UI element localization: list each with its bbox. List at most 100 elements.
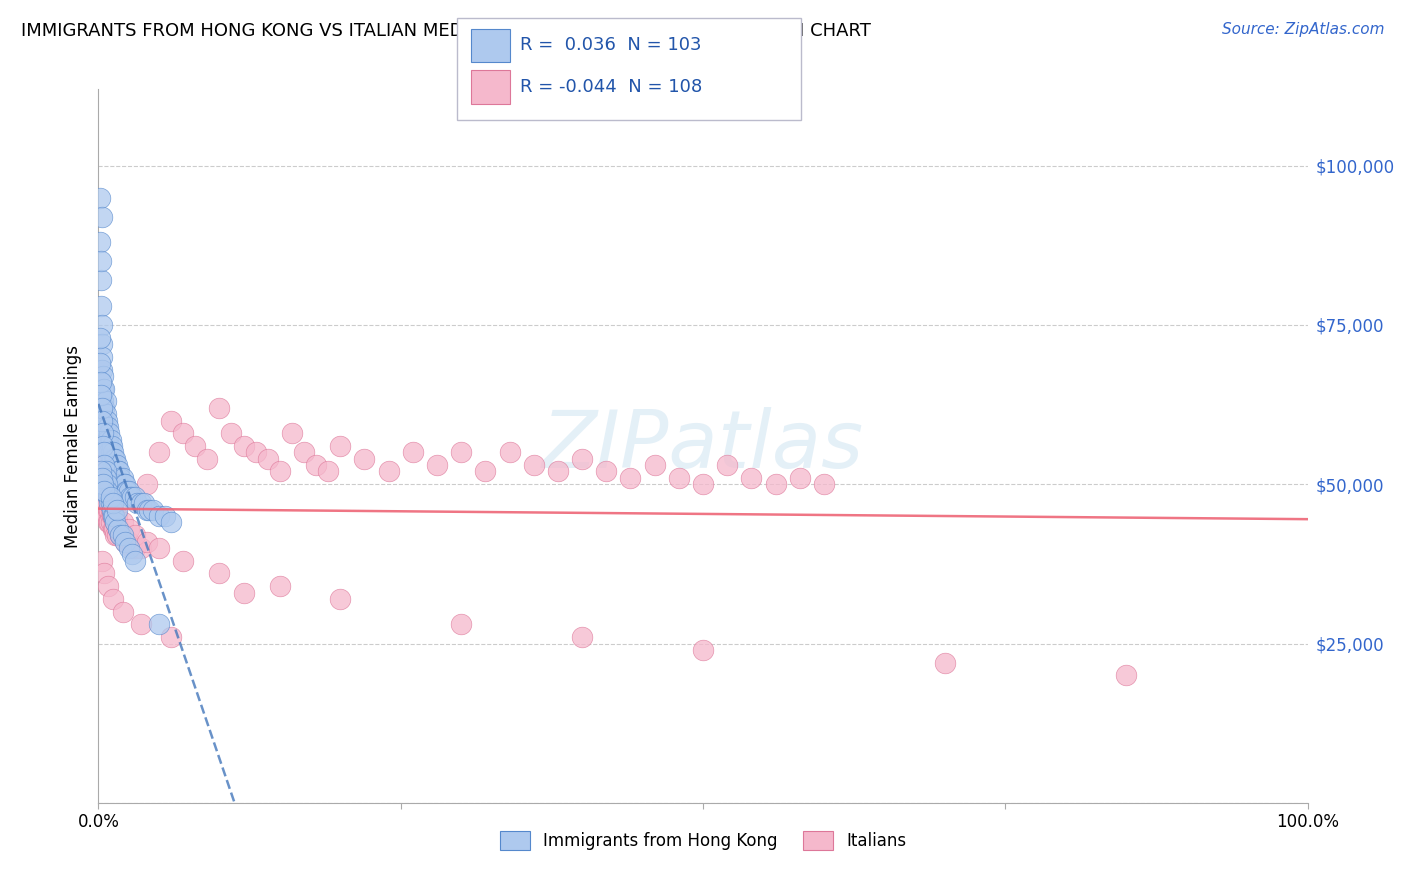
Point [523,458,546,472]
Point [148,445,170,459]
Point [160,413,183,427]
Point [232,439,254,453]
Point [765,477,787,491]
Point [292,445,315,459]
Point [118,541,141,555]
Point [96,483,118,498]
Point [96,477,118,491]
Point [98,426,121,441]
Point [112,477,135,491]
Point [94,496,117,510]
Point [91,477,114,491]
Point [94,465,117,479]
Point [89,331,111,345]
Point [90,254,112,268]
Point [160,630,183,644]
Point [90,465,112,479]
Y-axis label: Median Female Earnings: Median Female Earnings [65,344,83,548]
Point [426,458,449,472]
Point [108,528,131,542]
Point [91,445,114,459]
Point [94,420,117,434]
Point [135,477,157,491]
Point [716,458,738,472]
Point [142,502,165,516]
Point [107,465,129,479]
Point [740,471,762,485]
Point [450,445,472,459]
Point [91,368,114,383]
Point [104,516,127,530]
Point [97,490,120,504]
Point [208,401,231,415]
Point [108,465,131,479]
Point [98,516,121,530]
Text: Source: ZipAtlas.com: Source: ZipAtlas.com [1222,22,1385,37]
Point [105,528,128,542]
Point [474,465,496,479]
Point [89,235,111,249]
Text: R = -0.044  N = 108: R = -0.044 N = 108 [520,78,703,96]
Point [97,420,120,434]
Point [110,477,132,491]
Point [184,439,207,453]
Point [101,509,124,524]
Point [96,509,118,524]
Point [91,318,114,332]
Point [104,516,127,530]
Point [100,445,122,459]
Point [93,483,115,498]
Point [91,483,114,498]
Point [90,388,112,402]
Point [89,356,111,370]
Point [245,445,267,459]
Point [111,605,134,619]
Point [208,566,231,581]
Point [100,502,122,516]
Point [100,490,122,504]
Point [90,477,112,491]
Point [90,490,112,504]
Point [934,656,956,670]
Point [105,471,128,485]
Point [103,509,125,524]
Point [111,471,134,485]
Point [94,471,117,485]
Point [91,413,114,427]
Point [329,439,352,453]
Point [129,541,152,555]
Point [316,465,339,479]
Point [103,522,125,536]
Point [93,458,115,472]
Point [97,433,120,447]
Point [94,471,117,485]
Point [91,439,114,453]
Point [93,458,115,472]
Point [813,477,835,491]
Point [450,617,472,632]
Point [281,426,304,441]
Point [93,502,115,516]
Point [91,382,114,396]
Point [101,445,124,459]
Point [118,490,141,504]
Point [91,413,114,427]
Point [105,509,128,524]
Point [104,451,127,466]
Point [91,471,114,485]
Point [789,471,811,485]
Point [108,522,131,536]
Point [121,541,143,555]
Point [91,350,114,364]
Point [90,273,112,287]
Point [96,413,118,427]
Point [111,516,134,530]
Point [148,541,170,555]
Point [571,451,593,466]
Point [105,458,128,472]
Point [377,465,399,479]
Point [91,362,114,376]
Point [269,465,291,479]
Point [97,579,120,593]
Point [108,528,131,542]
